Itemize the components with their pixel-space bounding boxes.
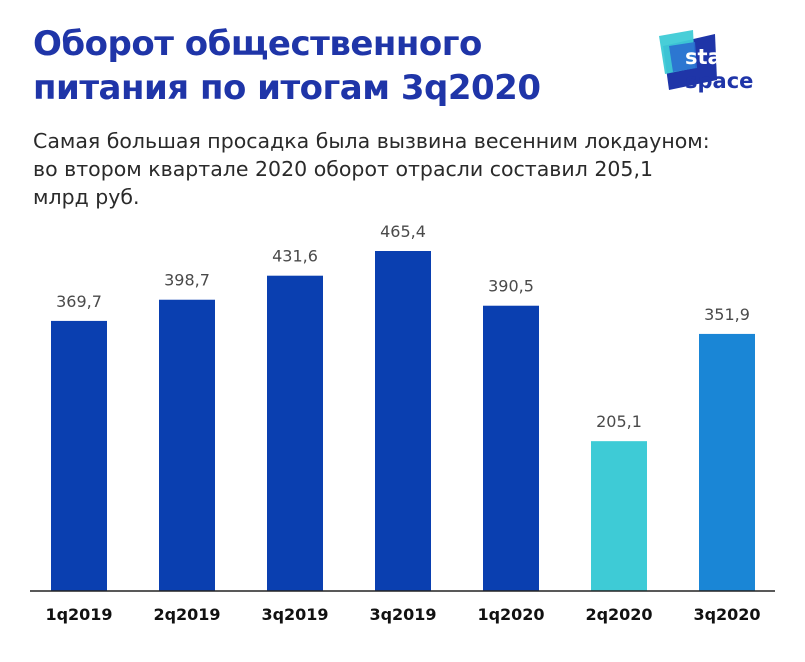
value-label-5: 390,5 (488, 277, 534, 296)
logo-line2: space (685, 69, 753, 93)
bar-3 (267, 275, 323, 591)
category-label-7: 3q2020 (693, 605, 760, 624)
value-label-1: 369,7 (56, 292, 102, 311)
category-label-2: 2q2019 (153, 605, 220, 624)
logo-line1: stat (685, 45, 732, 69)
value-label-2: 398,7 (164, 271, 210, 290)
category-label-4: 3q2019 (369, 605, 436, 624)
bar-4 (375, 251, 431, 591)
value-label-6: 205,1 (596, 412, 642, 431)
bar-6 (591, 441, 647, 591)
statspace-logo: stat space (655, 28, 780, 103)
category-label-5: 1q2020 (477, 605, 544, 624)
value-label-7: 351,9 (704, 305, 750, 324)
bar-2 (159, 299, 215, 591)
labels-layer: 369,7 1q2019 398,7 2q2019 431,6 3q2019 465,4 3q… (45, 222, 760, 624)
bar-7 (699, 333, 755, 591)
bars-layer (51, 251, 755, 591)
value-label-3: 431,6 (272, 247, 318, 266)
bar-5 (483, 305, 539, 591)
chart-title: Оборот общественного питания по итогам 3… (33, 24, 541, 108)
chart-subtitle: Самая большая просадка была вызвина весе… (33, 129, 710, 209)
bar-1 (51, 320, 107, 591)
value-label-4: 465,4 (380, 222, 426, 241)
category-label-3: 3q2019 (261, 605, 328, 624)
category-label-1: 1q2019 (45, 605, 112, 624)
category-label-6: 2q2020 (585, 605, 652, 624)
